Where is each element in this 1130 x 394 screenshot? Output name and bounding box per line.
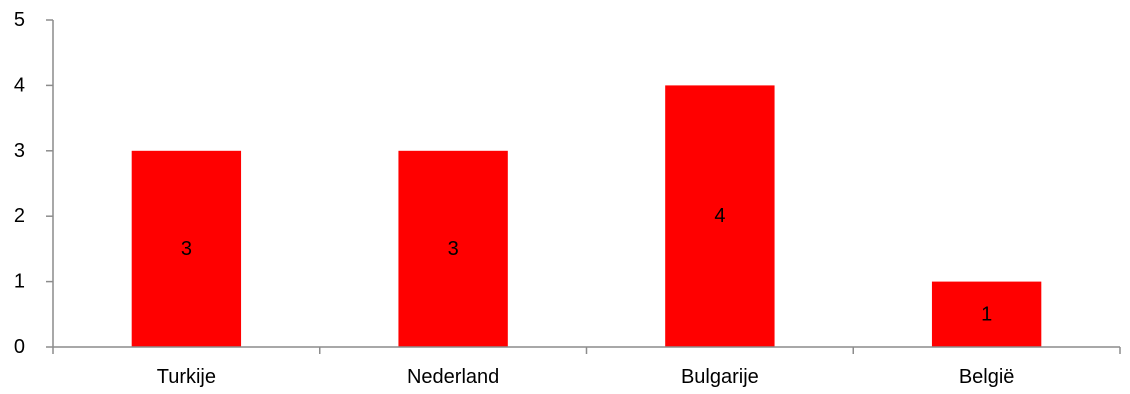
y-tick-label: 4 — [14, 74, 25, 96]
data-label: 3 — [181, 238, 192, 260]
x-axis-tick-labels: Turkije Nederland Bulgarije België — [157, 366, 1015, 388]
y-tick-label: 5 — [14, 9, 25, 31]
bar-belgi- — [931, 281, 1042, 347]
y-tick-label: 1 — [14, 271, 25, 293]
x-tick-label: Turkije — [157, 366, 216, 388]
bar-bulgarije — [665, 85, 775, 348]
x-tick-label: Nederland — [407, 366, 499, 388]
data-label: 4 — [714, 205, 725, 227]
y-tick-label: 3 — [14, 140, 25, 162]
bar-turkije — [131, 150, 242, 347]
y-tick-label: 2 — [14, 205, 25, 227]
y-axis-ticks — [46, 19, 53, 348]
x-axis-ticks — [52, 347, 1121, 354]
x-tick-label: Bulgarije — [681, 366, 759, 388]
data-label: 3 — [448, 238, 459, 260]
bar-series — [131, 85, 1042, 348]
bar-nederland — [398, 150, 508, 347]
data-labels: 3 3 4 1 — [181, 205, 992, 325]
y-axis-tick-labels: 0 1 2 3 4 5 — [14, 9, 25, 358]
data-label: 1 — [981, 303, 992, 325]
x-tick-label: België — [959, 366, 1015, 388]
y-tick-label: 0 — [14, 336, 25, 358]
